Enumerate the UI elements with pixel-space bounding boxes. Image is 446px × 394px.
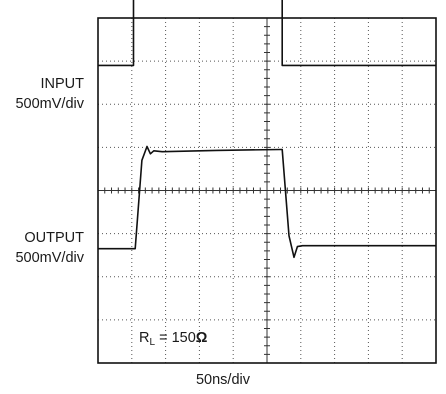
input-channel-label: INPUT	[40, 76, 85, 92]
annotation-subscript: L	[149, 337, 156, 348]
output-trace	[98, 145, 436, 259]
annotation-prefix: R	[139, 330, 150, 346]
scope-grid	[98, 18, 436, 363]
load-resistance-annotation: RL = 150Ω	[139, 330, 207, 348]
output-channel-label: OUTPUT	[24, 230, 84, 246]
time-scale-label: 50ns/div	[195, 372, 250, 388]
scope-frame	[97, 17, 437, 364]
annotation-value: = 150	[155, 330, 196, 346]
annotation-unit: Ω	[195, 330, 208, 346]
output-scale-label: 500mV/div	[15, 250, 84, 266]
input-trace	[98, 0, 436, 67]
input-scale-label: 500mV/div	[15, 96, 84, 112]
scope-traces	[98, 0, 436, 259]
